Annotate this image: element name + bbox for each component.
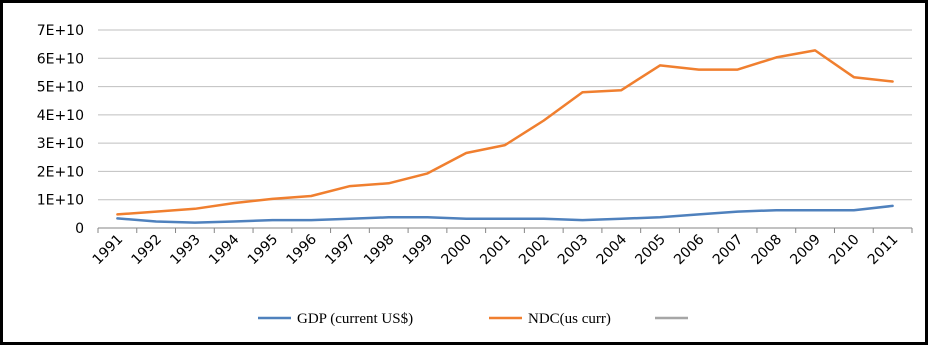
x-axis-ticks: 1991 1992 1993 1994 1995 1996 1997 1998 1999 2000… (90, 228, 913, 269)
y-tick-label: 4E+10 (37, 108, 84, 124)
y-axis-ticks: 0 1E+10 2E+10 3E+10 4E+10 5E+10 6E+10 7E+10 (37, 23, 84, 237)
x-tick-label: 2002 (516, 232, 553, 269)
x-tick-label: 2011 (865, 232, 902, 269)
x-tick-label: 2004 (594, 231, 631, 268)
series-line-1 (116, 49, 894, 216)
x-tick-label: 1995 (245, 232, 282, 269)
legend-label: NDC(us curr) (528, 311, 611, 327)
x-tick-label: 2000 (439, 232, 476, 269)
x-tick-label: 2010 (826, 232, 863, 269)
x-tick-label: 2001 (477, 232, 514, 269)
legend-label: GDP (current US$) (297, 311, 413, 327)
gridlines (98, 29, 912, 229)
x-tick-label: 1998 (361, 232, 398, 269)
y-tick-label: 7E+10 (37, 23, 84, 39)
y-tick-label: 5E+10 (37, 80, 84, 96)
x-tick-label: 1997 (322, 232, 359, 269)
x-tick-label: 2008 (749, 232, 786, 269)
x-tick-label: 1993 (167, 232, 204, 269)
y-tick-label: 2E+10 (37, 164, 84, 180)
x-tick-label: 2009 (787, 232, 824, 269)
x-tick-label: 2005 (632, 232, 669, 269)
legend: GDP (current US$) NDC(us curr) (258, 311, 688, 327)
x-tick-label: 1992 (128, 232, 165, 269)
x-tick-label: 1996 (284, 231, 321, 268)
series-lines (116, 49, 894, 224)
x-tick-label: 2006 (671, 231, 708, 268)
x-tick-label: 2007 (710, 232, 747, 269)
y-tick-label: 3E+10 (37, 136, 84, 152)
x-tick-label: 1999 (400, 232, 437, 269)
x-tick-label: 2003 (555, 232, 592, 269)
x-tick-label: 1994 (206, 231, 243, 268)
y-tick-label: 1E+10 (37, 193, 84, 209)
y-tick-label: 0 (75, 221, 84, 237)
series-line-0 (116, 204, 894, 224)
y-tick-label: 6E+10 (37, 51, 84, 67)
x-tick-label: 1991 (90, 232, 127, 269)
